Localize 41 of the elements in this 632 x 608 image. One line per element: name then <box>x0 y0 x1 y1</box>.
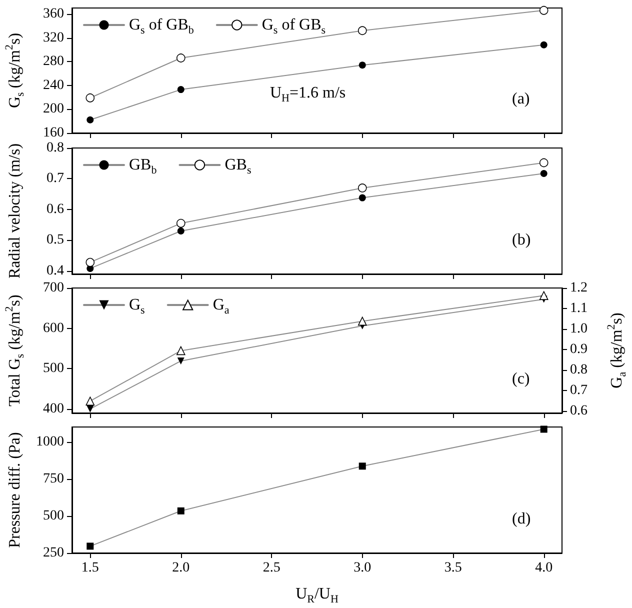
x-tick-label: 1.5 <box>81 560 99 576</box>
y-axis-title: Gs (kg/m2s) <box>4 32 26 108</box>
y-tick-label: 600 <box>43 320 64 336</box>
x-tick-label: 2.5 <box>262 560 280 576</box>
y2-tick-label: 1.0 <box>570 321 588 336</box>
y-tick-label: 500 <box>43 508 64 524</box>
y-tick-label: 360 <box>43 6 64 22</box>
y-axis-title: Total Gs (kg/m2s) <box>4 294 26 406</box>
y2-tick-label: 0.9 <box>570 342 588 357</box>
y-tick-label: 400 <box>43 401 64 416</box>
x-tick-label: 3.5 <box>444 560 462 576</box>
y-axis-title: Radial velocity (m/s) <box>6 143 24 279</box>
y-tick-label: 1000 <box>36 434 64 450</box>
y2-tick-label: 1.2 <box>570 280 588 296</box>
y2-tick-label: 0.8 <box>570 362 588 378</box>
x-tick-label: 4.0 <box>535 560 553 576</box>
y-tick-label: 500 <box>43 361 64 376</box>
y-tick-label: 240 <box>43 78 64 93</box>
y2-tick-label: 1.1 <box>570 300 588 316</box>
x-tick-label: 2.0 <box>172 560 190 576</box>
y-tick-label: 160 <box>43 126 64 140</box>
annotation: (b) <box>512 232 531 248</box>
y2-tick-label: 0.6 <box>570 403 588 418</box>
y-tick-label: 320 <box>43 30 64 46</box>
y2-axis-title: Ga (kg/m2s) <box>606 312 628 388</box>
y-tick-label: 250 <box>43 546 64 560</box>
y-tick-label: 700 <box>43 280 64 296</box>
annotation: (c) <box>512 370 530 388</box>
y-axis-title: Pressure diff. (Pa) <box>6 432 24 548</box>
y-tick-label: 750 <box>43 471 64 486</box>
y-tick-label: 280 <box>43 54 64 70</box>
y-tick-label: 0.6 <box>46 202 64 217</box>
y-tick-label: 0.7 <box>46 171 64 186</box>
annotation: (a) <box>512 90 530 108</box>
y-tick-label: 200 <box>43 102 64 117</box>
annotation: (d) <box>512 510 531 528</box>
x-tick-label: 3.0 <box>354 560 372 576</box>
y2-tick-label: 0.7 <box>570 382 588 398</box>
y-tick-label: 0.4 <box>46 263 64 278</box>
y-tick-label: 0.5 <box>46 232 64 248</box>
y-tick-label: 0.8 <box>46 140 64 156</box>
